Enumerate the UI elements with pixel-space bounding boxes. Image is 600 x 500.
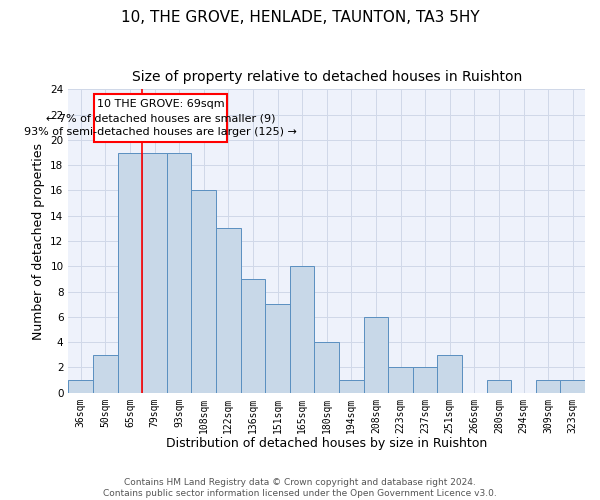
Bar bbox=[290, 266, 314, 392]
Bar bbox=[560, 380, 585, 392]
Y-axis label: Number of detached properties: Number of detached properties bbox=[32, 142, 45, 340]
Bar bbox=[216, 228, 241, 392]
Bar bbox=[93, 355, 118, 393]
Bar bbox=[118, 152, 142, 392]
Text: 10, THE GROVE, HENLADE, TAUNTON, TA3 5HY: 10, THE GROVE, HENLADE, TAUNTON, TA3 5HY bbox=[121, 10, 479, 25]
Bar bbox=[413, 368, 437, 392]
Text: Contains HM Land Registry data © Crown copyright and database right 2024.
Contai: Contains HM Land Registry data © Crown c… bbox=[103, 478, 497, 498]
Bar bbox=[437, 355, 462, 393]
Bar bbox=[142, 152, 167, 392]
Bar bbox=[167, 152, 191, 392]
Bar bbox=[388, 368, 413, 392]
Bar bbox=[241, 279, 265, 392]
Text: 10 THE GROVE: 69sqm
← 7% of detached houses are smaller (9)
93% of semi-detached: 10 THE GROVE: 69sqm ← 7% of detached hou… bbox=[24, 100, 297, 138]
Bar bbox=[339, 380, 364, 392]
Bar bbox=[536, 380, 560, 392]
X-axis label: Distribution of detached houses by size in Ruishton: Distribution of detached houses by size … bbox=[166, 437, 487, 450]
Bar bbox=[487, 380, 511, 392]
Bar bbox=[94, 94, 227, 142]
Bar bbox=[68, 380, 93, 392]
Bar bbox=[364, 317, 388, 392]
Bar bbox=[314, 342, 339, 392]
Bar bbox=[191, 190, 216, 392]
Title: Size of property relative to detached houses in Ruishton: Size of property relative to detached ho… bbox=[131, 70, 522, 84]
Bar bbox=[265, 304, 290, 392]
